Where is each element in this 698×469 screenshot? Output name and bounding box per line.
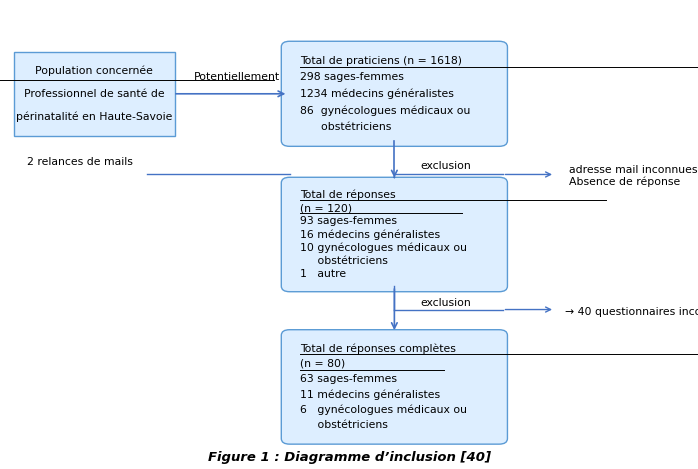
Text: 2 relances de mails: 2 relances de mails <box>27 157 133 167</box>
Text: Absence de réponse: Absence de réponse <box>569 176 680 187</box>
Text: Total de réponses complètes: Total de réponses complètes <box>300 343 456 354</box>
Text: 10 gynécologues médicaux ou: 10 gynécologues médicaux ou <box>300 242 467 253</box>
FancyBboxPatch shape <box>14 52 175 136</box>
Text: 1234 médecins généralistes: 1234 médecins généralistes <box>300 89 454 99</box>
Text: Total de praticiens (n = 1618): Total de praticiens (n = 1618) <box>300 56 462 66</box>
Text: exclusion: exclusion <box>420 161 470 172</box>
Text: 63 sages-femmes: 63 sages-femmes <box>300 374 397 384</box>
Text: Figure 1 : Diagramme d’inclusion [40]: Figure 1 : Diagramme d’inclusion [40] <box>207 451 491 464</box>
Text: → 40 questionnaires incomplets: → 40 questionnaires incomplets <box>565 307 698 317</box>
Text: Total de réponses: Total de réponses <box>300 190 396 200</box>
Text: périnatalité en Haute-Savoie: périnatalité en Haute-Savoie <box>16 111 172 122</box>
Text: exclusion: exclusion <box>420 297 470 308</box>
Text: 86  gynécologues médicaux ou: 86 gynécologues médicaux ou <box>300 105 470 115</box>
Text: adresse mail inconnues: adresse mail inconnues <box>569 165 697 175</box>
Text: Potentiellement: Potentiellement <box>194 72 281 83</box>
FancyBboxPatch shape <box>281 330 507 444</box>
Text: Professionnel de santé de: Professionnel de santé de <box>24 89 165 99</box>
Text: 16 médecins généralistes: 16 médecins généralistes <box>300 229 440 240</box>
Text: 11 médecins généralistes: 11 médecins généralistes <box>300 389 440 400</box>
FancyBboxPatch shape <box>281 177 507 292</box>
Text: obstétriciens: obstétriciens <box>300 420 388 430</box>
FancyBboxPatch shape <box>281 41 507 146</box>
Text: obstétriciens: obstétriciens <box>300 256 388 266</box>
Text: 93 sages-femmes: 93 sages-femmes <box>300 216 397 227</box>
Text: 6   gynécologues médicaux ou: 6 gynécologues médicaux ou <box>300 405 467 415</box>
Text: 1   autre: 1 autre <box>300 269 346 279</box>
Text: (n = 80): (n = 80) <box>300 359 346 369</box>
Text: obstétriciens: obstétriciens <box>300 122 392 132</box>
Text: 298 sages-femmes: 298 sages-femmes <box>300 72 404 82</box>
Text: Population concernée: Population concernée <box>36 66 153 76</box>
Text: (n = 120): (n = 120) <box>300 203 352 213</box>
